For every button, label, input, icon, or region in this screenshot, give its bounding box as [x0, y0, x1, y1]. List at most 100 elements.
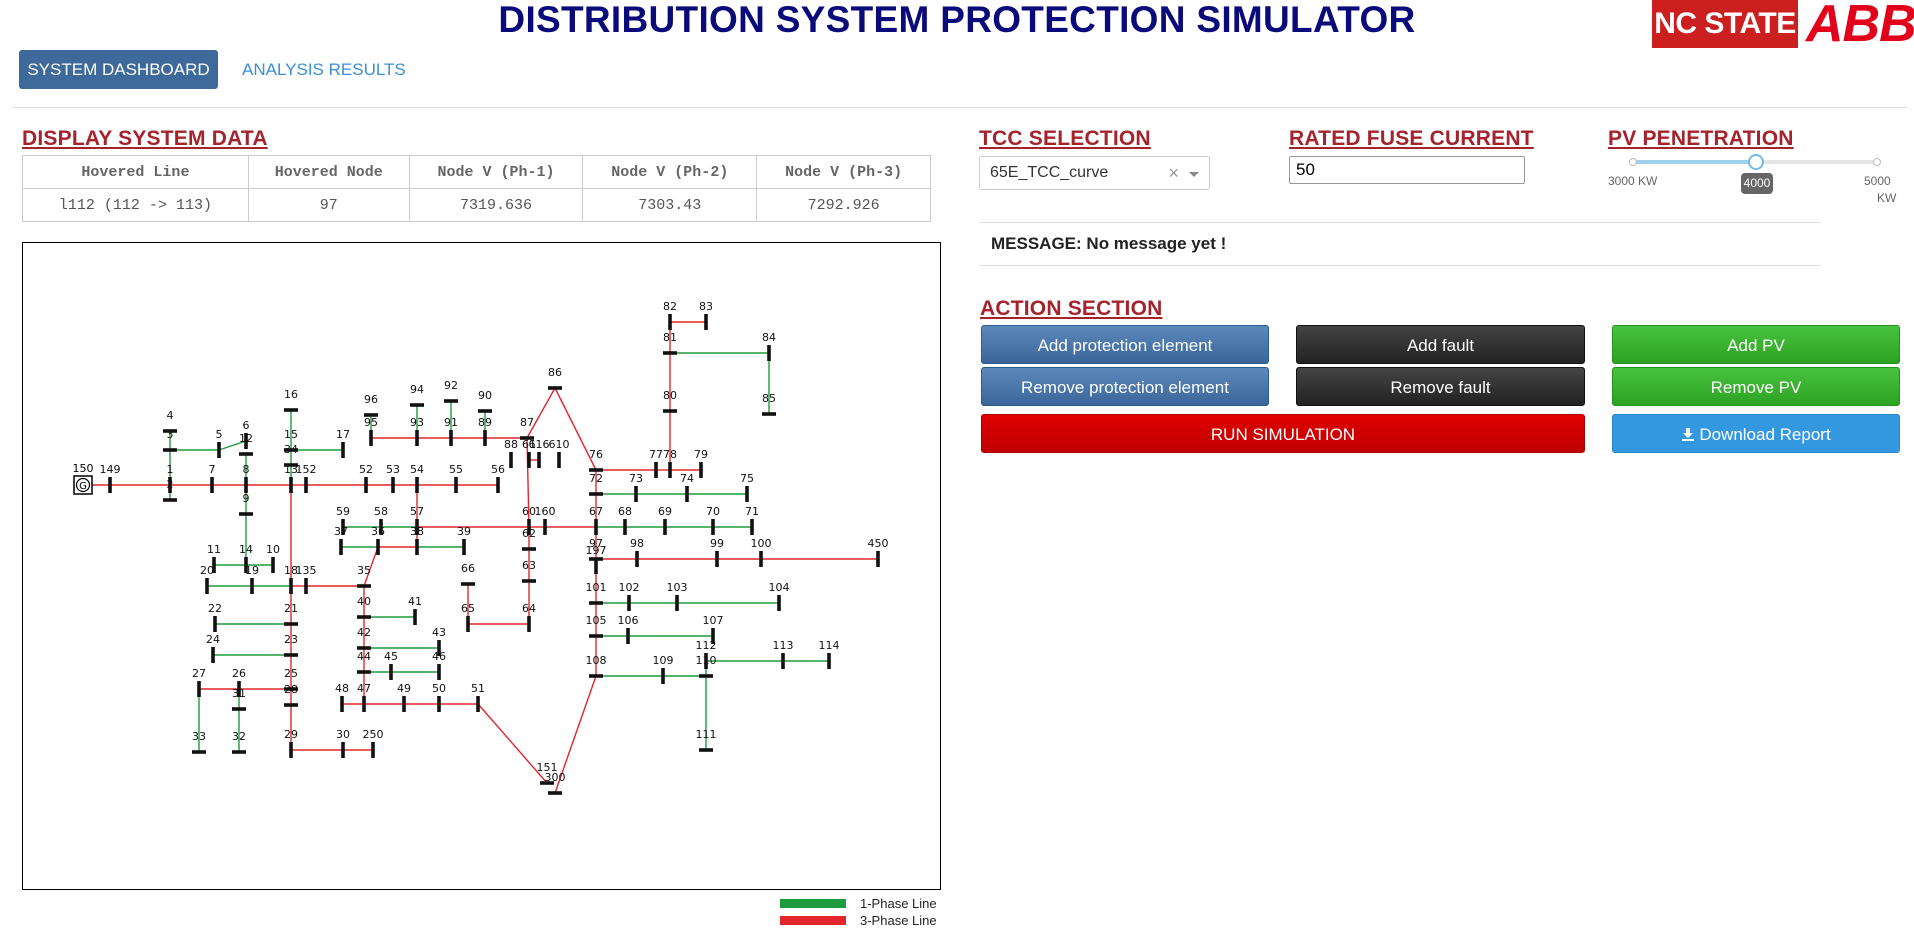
bus-111[interactable] — [699, 748, 713, 752]
bus-113[interactable] — [781, 653, 785, 669]
bus-25[interactable] — [284, 687, 298, 691]
bus-616[interactable] — [537, 452, 541, 468]
bus-88[interactable] — [509, 452, 513, 468]
bus-22[interactable] — [213, 616, 217, 632]
bus-86[interactable] — [548, 386, 562, 390]
bus-4[interactable] — [163, 429, 177, 433]
rated-fuse-current-input[interactable] — [1289, 156, 1525, 184]
bus-110[interactable] — [699, 674, 713, 678]
bus-83[interactable] — [704, 314, 708, 330]
bus-63[interactable] — [522, 579, 536, 583]
bus-32[interactable] — [232, 750, 246, 754]
bus-106[interactable] — [626, 628, 630, 644]
chevron-down-icon[interactable] — [1189, 172, 1199, 177]
bus-49[interactable] — [402, 696, 406, 712]
bus-62[interactable] — [522, 547, 536, 551]
bus-91[interactable] — [449, 430, 453, 446]
bus-45[interactable] — [389, 664, 393, 680]
bus-109[interactable] — [661, 668, 665, 684]
bus-103[interactable] — [675, 595, 679, 611]
bus-28[interactable] — [284, 703, 298, 707]
pv-slider-handle[interactable] — [1747, 154, 1764, 170]
bus-102[interactable] — [627, 595, 631, 611]
bus-10[interactable] — [271, 557, 275, 573]
bus-50[interactable] — [437, 696, 441, 712]
bus-108[interactable] — [589, 674, 603, 678]
bus-68[interactable] — [623, 519, 627, 535]
bus-26[interactable] — [237, 681, 241, 697]
pv-slider[interactable] — [1629, 154, 1881, 170]
bus-70[interactable] — [711, 519, 715, 535]
bus-57[interactable] — [415, 519, 419, 535]
bus-48[interactable] — [340, 696, 344, 712]
bus-74[interactable] — [685, 486, 689, 502]
bus-42[interactable] — [357, 646, 371, 650]
bus-6[interactable] — [244, 433, 248, 449]
bus-99[interactable] — [715, 551, 719, 567]
bus-20[interactable] — [205, 578, 209, 594]
bus-23[interactable] — [284, 653, 298, 657]
bus-17[interactable] — [341, 442, 345, 458]
bus-53[interactable] — [391, 477, 395, 493]
bus-95[interactable] — [369, 430, 373, 446]
bus-610[interactable] — [557, 452, 561, 468]
bus-30[interactable] — [341, 742, 345, 758]
bus-92[interactable] — [444, 399, 458, 403]
bus-250[interactable] — [371, 742, 375, 758]
bus-197[interactable] — [594, 558, 598, 574]
bus-55[interactable] — [454, 477, 458, 493]
bus-41[interactable] — [413, 609, 417, 625]
bus-34[interactable] — [284, 463, 298, 467]
bus-39[interactable] — [462, 539, 466, 555]
bus-114[interactable] — [827, 653, 831, 669]
remove-pv-button[interactable]: Remove PV — [1612, 367, 1900, 406]
bus-19[interactable] — [250, 578, 254, 594]
bus-100[interactable] — [759, 551, 763, 567]
bus-87[interactable] — [520, 436, 534, 440]
download-report-button[interactable]: Download Report — [1612, 414, 1900, 453]
bus-16[interactable] — [284, 408, 298, 412]
line-76-86[interactable] — [554, 387, 597, 471]
remove-fault-button[interactable]: Remove fault — [1296, 367, 1585, 406]
bus-43[interactable] — [437, 640, 441, 656]
network-diagram[interactable]: 1 2 3 4 5 6 7 8 9 10 11 12 13 14 15 16 17 18 19 20 21 22 23 24 2… — [22, 242, 941, 890]
bus-61[interactable] — [527, 452, 531, 468]
line-35-36[interactable] — [363, 546, 379, 587]
tcc-select[interactable]: 65E_TCC_curve × — [979, 156, 1210, 190]
bus-13[interactable] — [289, 477, 293, 493]
bus-67[interactable] — [594, 519, 598, 535]
line-86-87[interactable] — [526, 387, 556, 439]
bus-160[interactable] — [543, 519, 547, 535]
bus-89[interactable] — [483, 430, 487, 446]
bus-105[interactable] — [589, 634, 603, 638]
tab-system-dashboard[interactable]: SYSTEM DASHBOARD — [19, 50, 218, 89]
bus-135[interactable] — [304, 578, 308, 594]
line-108-300[interactable] — [554, 675, 597, 794]
line-5-6[interactable] — [218, 440, 247, 451]
bus-65[interactable] — [466, 616, 470, 632]
bus-18[interactable] — [289, 578, 293, 594]
bus-36[interactable] — [376, 539, 380, 555]
add-pv-button[interactable]: Add PV — [1612, 325, 1900, 364]
bus-44[interactable] — [357, 670, 371, 674]
add-fault-button[interactable]: Add fault — [1296, 325, 1585, 364]
bus-60[interactable] — [527, 519, 531, 535]
bus-37[interactable] — [339, 539, 343, 555]
bus-104[interactable] — [777, 595, 781, 611]
bus-78[interactable] — [668, 462, 672, 478]
bus-73[interactable] — [634, 486, 638, 502]
bus-151[interactable] — [540, 781, 554, 785]
bus-1[interactable] — [168, 477, 172, 493]
bus-152[interactable] — [304, 477, 308, 493]
bus-2[interactable] — [163, 498, 177, 502]
bus-101[interactable] — [589, 601, 603, 605]
bus-69[interactable] — [663, 519, 667, 535]
bus-58[interactable] — [379, 519, 383, 535]
run-simulation-button[interactable]: RUN SIMULATION — [981, 414, 1585, 453]
bus-14[interactable] — [244, 557, 248, 573]
bus-94[interactable] — [410, 403, 424, 407]
bus-76[interactable] — [589, 468, 603, 472]
bus-40[interactable] — [357, 615, 371, 619]
bus-79[interactable] — [699, 462, 703, 478]
bus-300[interactable] — [548, 791, 562, 795]
